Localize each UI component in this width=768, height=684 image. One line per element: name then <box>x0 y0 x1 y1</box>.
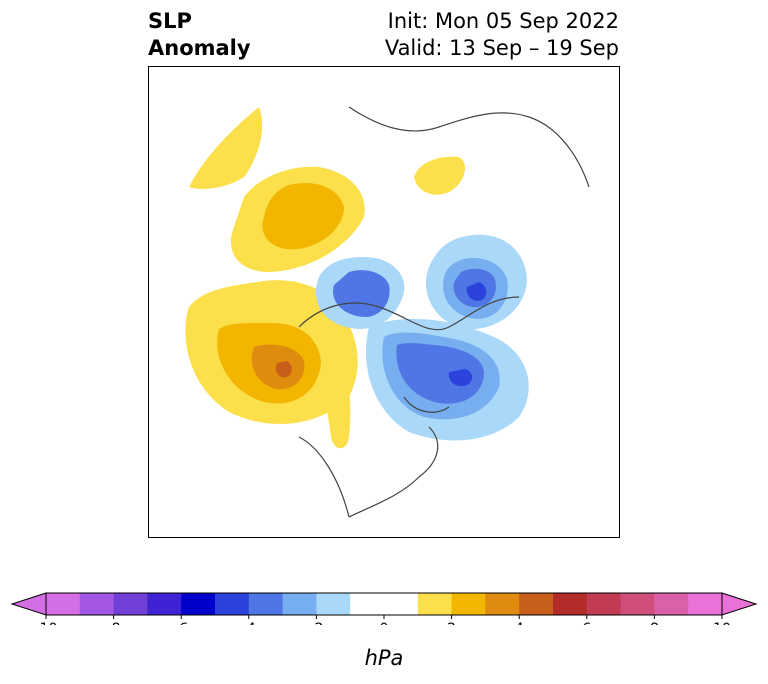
map-panel <box>148 66 620 538</box>
colorbar-tick-label: -8 <box>107 621 121 625</box>
colorbar-cell <box>384 593 419 615</box>
colorbar-cell <box>215 593 250 615</box>
colorbar-cell <box>113 593 148 615</box>
anomaly-map <box>185 106 590 518</box>
colorbar-cell <box>654 593 689 615</box>
colorbar-extend-max <box>721 592 758 616</box>
colorbar-cell <box>451 593 486 615</box>
colorbar-cell <box>417 593 453 615</box>
anomaly-negative-greenland <box>365 318 529 441</box>
colorbar-cell <box>248 593 284 615</box>
valid-range: Valid: 13 Sep – 19 Sep <box>384 36 619 60</box>
init-date: Init: Mon 05 Sep 2022 <box>387 9 619 33</box>
colorbar-tick-label: 0 <box>380 621 389 625</box>
colorbar-tick-label: 6 <box>582 621 591 625</box>
colorbar-cell <box>485 593 520 615</box>
anomaly-negative-arctic <box>315 257 405 329</box>
colorbar-tick-label: -4 <box>242 621 256 625</box>
colorbar-ticks: -10 -8 -6 -4 -2 0 2 4 6 8 10 <box>35 615 731 625</box>
colorbar-cell <box>181 593 216 615</box>
colorbar-cell <box>46 593 81 615</box>
colorbar-tick-label: -10 <box>35 621 58 625</box>
colorbar-cell <box>316 593 351 615</box>
colorbar-tick-label: 10 <box>713 621 731 625</box>
colorbar-tick-label: 2 <box>447 621 456 625</box>
anomaly-negative-scandinavia <box>425 234 527 330</box>
colorbar-cell <box>553 593 588 615</box>
colorbar-cell <box>350 593 385 615</box>
colorbar-cell <box>586 593 622 615</box>
anomaly-positive-siberia <box>189 107 365 272</box>
colorbar-cell <box>688 593 723 615</box>
anomaly-positive-pacific <box>185 280 358 449</box>
colorbar: -10 -8 -6 -4 -2 0 2 4 6 8 10 <box>10 592 758 625</box>
colorbar-cells <box>10 592 758 616</box>
colorbar-tick-label: -2 <box>309 621 323 625</box>
colorbar-cell <box>79 593 115 615</box>
colorbar-extend-min <box>10 592 47 616</box>
colorbar-tick-label: 8 <box>650 621 659 625</box>
colorbar-cell <box>147 593 182 615</box>
chart-dates: Init: Mon 05 Sep 2022 Valid: 13 Sep – 19… <box>385 8 619 62</box>
colorbar-cell <box>282 593 317 615</box>
title-variable-line2: Anomaly <box>148 36 251 60</box>
title-variable-line1: SLP <box>148 9 192 33</box>
colorbar-unit: hPa <box>364 646 404 670</box>
colorbar-cell <box>519 593 554 615</box>
coastlines <box>298 106 590 518</box>
colorbar-tick-label: 4 <box>515 621 524 625</box>
chart-title: SLP Anomaly <box>148 8 251 62</box>
colorbar-cell <box>620 593 655 615</box>
colorbar-tick-label: -6 <box>174 621 188 625</box>
anomaly-positive-atlantic <box>414 156 465 195</box>
